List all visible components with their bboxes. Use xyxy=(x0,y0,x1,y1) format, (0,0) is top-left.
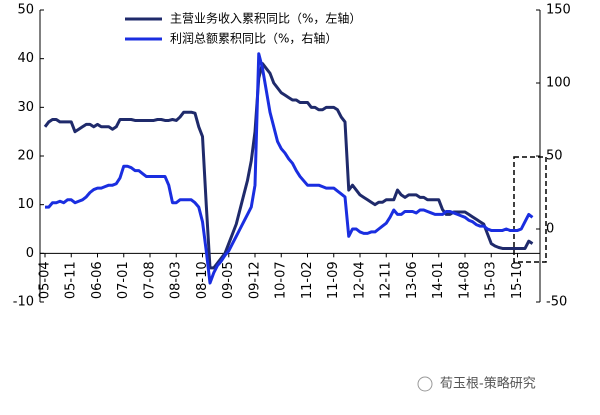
x-tick-label: 11-09 xyxy=(326,261,341,299)
x-tick-label: 05-11 xyxy=(64,261,79,299)
x-tick-label: 12-11 xyxy=(379,261,394,299)
x-tick-label: 09-05 xyxy=(221,261,236,299)
x-tick-label: 14-08 xyxy=(458,261,473,299)
y-tick-label: 40 xyxy=(17,51,34,66)
watermark-text: 荀玉根-策略研究 xyxy=(440,376,536,392)
legend-label: 利润总额累积同比（%，右轴） xyxy=(170,31,337,46)
x-tick-label: 10-07 xyxy=(274,261,289,299)
y2-tick-label: -50 xyxy=(546,295,567,310)
legend-label: 主营业务收入累积同比（%，左轴） xyxy=(170,11,361,26)
x-tick-label: 11-02 xyxy=(300,261,315,299)
y-tick-label: 50 xyxy=(17,3,34,18)
x-tick-label: 07-01 xyxy=(116,261,131,299)
x-tick-label: 15-10 xyxy=(510,261,525,299)
y2-tick-label: 150 xyxy=(546,3,571,18)
watermark-icon xyxy=(417,376,433,392)
x-tick-label: 14-01 xyxy=(431,261,446,299)
y-tick-label: -10 xyxy=(13,295,34,310)
y-tick-label: 30 xyxy=(17,100,34,115)
x-tick-label: 13-06 xyxy=(405,261,420,299)
y2-tick-label: 100 xyxy=(546,76,571,91)
y2-tick-label: 0 xyxy=(546,222,554,237)
y-tick-label: 10 xyxy=(17,197,34,212)
highlight-box xyxy=(513,156,547,263)
x-tick-label: 05-04 xyxy=(38,261,53,299)
y-tick-label: 0 xyxy=(26,246,34,261)
x-tick-label: 12-04 xyxy=(353,261,368,299)
x-tick-label: 08-10 xyxy=(195,261,210,299)
y-tick-label: 20 xyxy=(17,149,34,164)
x-tick-label: 15-03 xyxy=(484,261,499,299)
series-line xyxy=(45,52,534,285)
watermark: 荀玉根-策略研究 xyxy=(417,376,536,392)
y2-tick-label: 50 xyxy=(546,149,563,164)
x-tick-label: 06-06 xyxy=(90,261,105,299)
series-line xyxy=(43,62,534,270)
x-tick-label: 08-03 xyxy=(169,261,184,299)
x-tick-label: 07-08 xyxy=(143,261,158,299)
x-tick-label: 09-12 xyxy=(248,261,263,299)
